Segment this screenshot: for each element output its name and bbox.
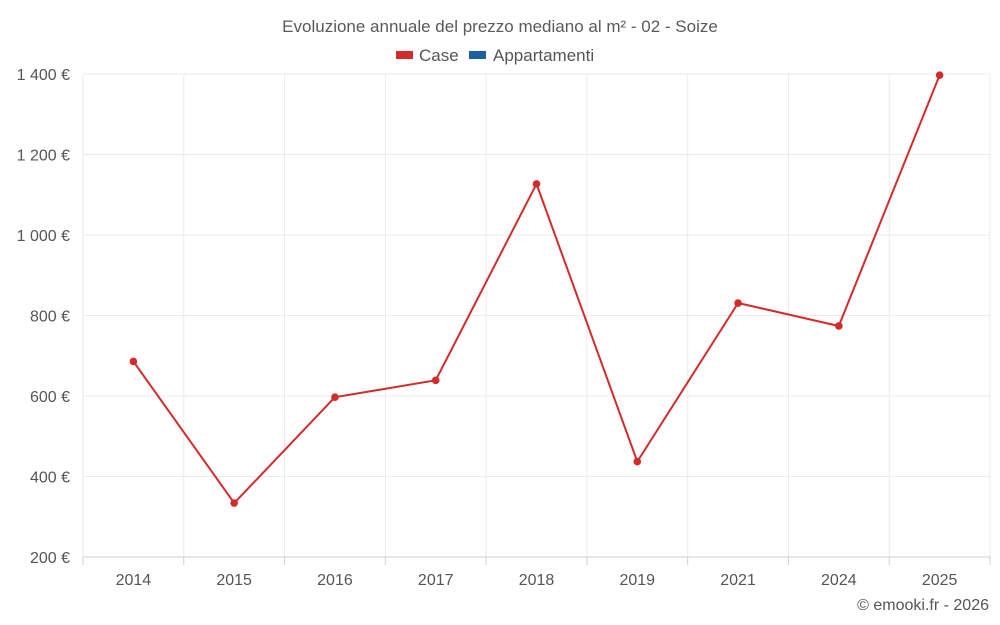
data-point-case-2019[interactable] [633,457,642,466]
y-axis-ticks: 200 € 400 € 600 € 800 € 1 000 € 1 200 € 1 400 … [17,67,70,567]
data-point-case-2018[interactable] [532,180,541,188]
data-point-case-2015[interactable] [230,499,238,507]
x-tick-label: 2017 [418,572,454,589]
series-line-case [132,74,941,505]
legend-item-appartamenti[interactable]: Appartamenti [469,46,594,65]
x-tick-label: 2016 [317,572,353,589]
legend-item-case[interactable]: Case [396,46,459,65]
chart-title: Evoluzione annuale del prezzo mediano al… [282,17,718,36]
data-point-case-2014[interactable] [129,357,138,366]
legend-label-case: Case [419,46,459,65]
y-tick-label: 600 € [30,389,70,406]
y-tick-label: 1 400 € [17,67,70,84]
x-axis-ticks: 2014 2015 2016 2017 2018 2019 2021 2024 2025 [82,557,991,589]
x-tick-label: 2025 [922,572,958,589]
y-tick-label: 1 200 € [17,148,70,165]
data-point-case-2024[interactable] [835,322,843,330]
x-tick-label: 2018 [519,572,555,589]
x-tick-label: 2014 [116,572,152,589]
legend-swatch-appartamenti [469,51,486,59]
legend-label-appartamenti: Appartamenti [493,46,594,65]
x-tick-label: 2024 [821,572,857,589]
legend: Case Appartamenti [396,46,594,65]
data-point-case-2021[interactable] [734,299,742,307]
y-tick-label: 200 € [30,550,70,567]
legend-swatch-case [396,51,413,59]
y-gridlines [83,73,990,558]
x-tick-label: 2021 [720,572,756,589]
x-tick-label: 2019 [619,572,655,589]
y-tick-label: 800 € [30,309,70,326]
x-tick-label: 2015 [216,572,252,589]
data-point-case-2025[interactable] [935,71,944,80]
x-gridlines [82,74,991,557]
data-point-case-2016[interactable] [331,393,339,402]
series-layer [129,71,944,507]
y-tick-label: 400 € [30,470,70,487]
credit-text: © emooki.fr - 2026 [857,597,989,614]
y-tick-label: 1 000 € [17,228,70,245]
data-point-case-2017[interactable] [431,376,440,385]
